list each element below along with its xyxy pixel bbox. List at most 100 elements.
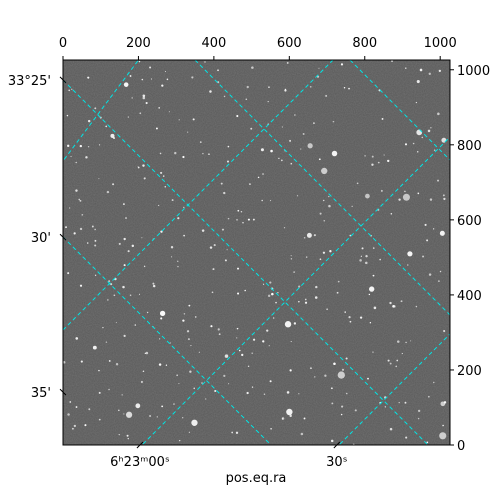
- star: [86, 242, 89, 244]
- y-tick-label: 1000: [457, 64, 490, 79]
- star: [437, 179, 440, 182]
- star: [328, 195, 330, 198]
- star: [75, 406, 78, 408]
- star: [246, 391, 249, 395]
- star: [304, 301, 308, 304]
- star: [330, 439, 334, 443]
- star: [187, 131, 189, 133]
- star: [359, 316, 363, 319]
- star: [226, 160, 230, 163]
- star: [428, 273, 432, 276]
- dec-tick-label: 35': [31, 386, 51, 401]
- star: [210, 325, 213, 328]
- star: [251, 66, 254, 69]
- star: [397, 340, 400, 343]
- star: [349, 320, 352, 323]
- star: [330, 387, 333, 390]
- star: [277, 291, 279, 294]
- star: [227, 217, 230, 220]
- star: [129, 294, 132, 297]
- star: [131, 244, 135, 248]
- star: [235, 431, 239, 434]
- star: [369, 322, 372, 324]
- star: [80, 360, 83, 363]
- star: [396, 359, 399, 362]
- star: [398, 198, 401, 201]
- star: [79, 144, 83, 148]
- star: [127, 250, 130, 253]
- star: [356, 182, 359, 185]
- star: [402, 193, 410, 201]
- star: [212, 268, 215, 271]
- star: [188, 431, 190, 433]
- star: [94, 274, 97, 277]
- axes-frame: [62, 59, 451, 446]
- star: [118, 242, 121, 245]
- star: [250, 127, 253, 130]
- star: [289, 369, 292, 372]
- star: [227, 145, 230, 148]
- star: [433, 149, 436, 151]
- star: [199, 141, 202, 143]
- star: [323, 220, 326, 222]
- star: [240, 210, 243, 213]
- star: [161, 84, 164, 87]
- star: [341, 405, 344, 408]
- star: [115, 322, 117, 324]
- star: [332, 120, 335, 123]
- star: [443, 329, 446, 333]
- y-tick-label: 800: [457, 139, 482, 154]
- star: [379, 258, 381, 261]
- star: [241, 353, 244, 357]
- star: [223, 95, 226, 98]
- star: [143, 265, 146, 268]
- star: [137, 166, 139, 168]
- star: [168, 111, 170, 113]
- star: [438, 69, 441, 73]
- star: [345, 357, 348, 360]
- star: [275, 301, 277, 304]
- star: [236, 219, 238, 221]
- star: [174, 151, 177, 155]
- star: [281, 126, 283, 128]
- star: [223, 374, 226, 377]
- star: [209, 246, 213, 249]
- star: [191, 419, 198, 426]
- star: [201, 382, 203, 384]
- star: [179, 440, 181, 442]
- star: [365, 254, 368, 258]
- star: [218, 333, 221, 336]
- star: [417, 409, 421, 413]
- star: [152, 282, 155, 285]
- image-noise: [63, 60, 450, 445]
- star: [231, 431, 234, 434]
- star: [113, 294, 116, 297]
- star: [404, 190, 406, 193]
- star: [268, 345, 270, 347]
- star: [98, 391, 101, 394]
- star: [417, 151, 419, 153]
- star: [75, 189, 78, 192]
- star: [404, 401, 407, 404]
- star: [123, 237, 126, 241]
- star: [183, 206, 185, 209]
- star: [337, 280, 340, 283]
- star: [107, 299, 109, 301]
- star: [164, 185, 167, 188]
- star: [257, 176, 260, 179]
- star: [122, 285, 125, 289]
- star: [318, 158, 321, 161]
- star: [125, 217, 127, 219]
- star: [318, 67, 320, 69]
- star: [72, 427, 74, 430]
- star: [127, 116, 129, 118]
- star: [324, 374, 327, 377]
- star: [251, 352, 253, 354]
- grid-line: [63, 60, 140, 162]
- star: [340, 413, 343, 416]
- star: [261, 199, 263, 202]
- star: [389, 427, 393, 431]
- star: [359, 259, 362, 262]
- star: [395, 365, 397, 367]
- star: [162, 175, 165, 177]
